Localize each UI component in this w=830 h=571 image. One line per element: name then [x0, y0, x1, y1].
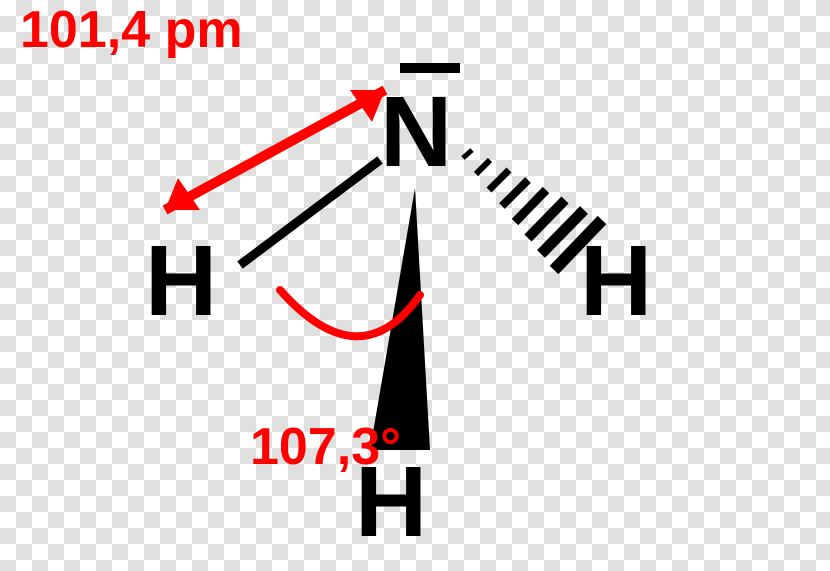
bond-angle-label: 107,3°: [250, 417, 401, 477]
atom-hydrogen-right: H: [580, 224, 652, 339]
bond-n-h-left: [240, 160, 380, 265]
bond-length-arrow: [165, 90, 385, 210]
atom-nitrogen: N: [380, 75, 452, 190]
bond-length-label: 101,4 pm: [20, 0, 243, 60]
atom-hydrogen-left: H: [145, 224, 217, 339]
